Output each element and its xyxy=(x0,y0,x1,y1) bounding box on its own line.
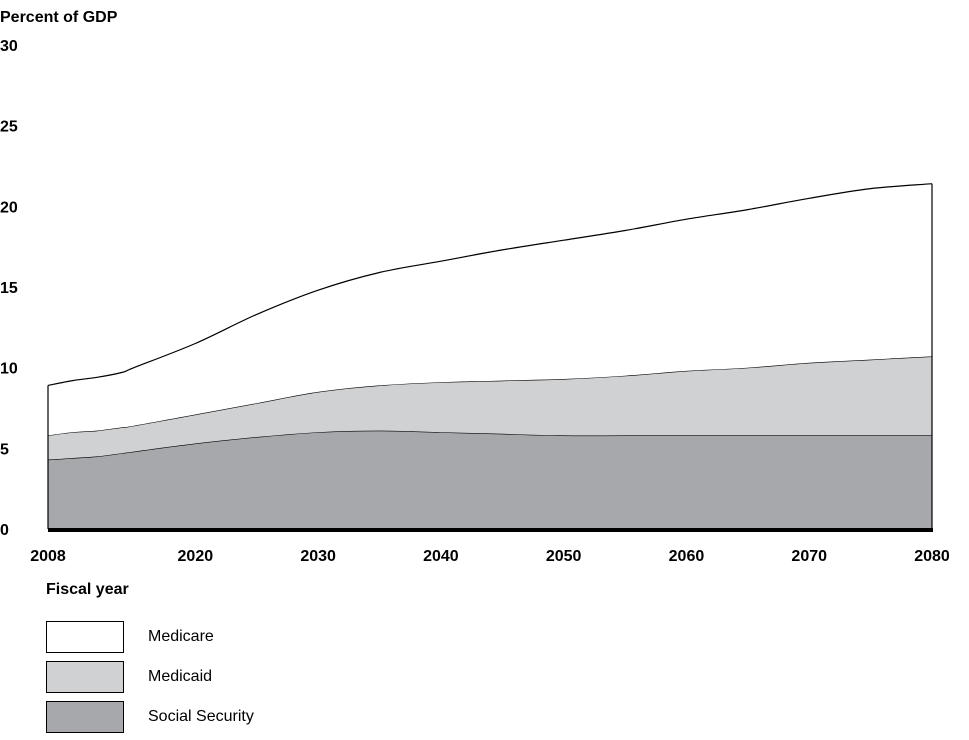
area-medicaid xyxy=(48,356,932,460)
x-tick-label: 2080 xyxy=(914,548,950,565)
x-axis-title: Fiscal year xyxy=(46,581,129,598)
line-medicare xyxy=(47,183,933,386)
y-tick-label: 0 xyxy=(0,522,9,539)
legend-swatch xyxy=(46,661,124,693)
legend-label: Medicare xyxy=(148,628,214,645)
x-axis-line xyxy=(48,528,933,532)
legend-swatch xyxy=(46,621,124,653)
y-tick-labels: 0 5 10 15 20 25 30 xyxy=(0,38,18,539)
legend-item: Social Security xyxy=(46,699,254,735)
area-social-security xyxy=(48,430,932,529)
y-tick-label: 30 xyxy=(0,38,18,55)
y-tick-label: 10 xyxy=(0,361,18,378)
legend-item: Medicare xyxy=(46,619,254,655)
x-tick-label: 2050 xyxy=(546,548,582,565)
legend-item: Medicaid xyxy=(46,659,254,695)
legend-label: Social Security xyxy=(148,708,254,725)
y-axis-title: Percent of GDP xyxy=(0,9,118,26)
x-tick-label: 2020 xyxy=(178,548,214,565)
y-tick-label: 15 xyxy=(0,280,18,297)
x-tick-label: 2060 xyxy=(669,548,705,565)
area-layers xyxy=(47,183,933,532)
y-tick-label: 5 xyxy=(0,441,9,458)
legend-swatch xyxy=(46,701,124,733)
area-medicare xyxy=(48,183,932,436)
legend-label: Medicaid xyxy=(148,668,213,685)
legend: Medicare Medicaid Social Security xyxy=(46,619,254,739)
x-tick-label: 2070 xyxy=(791,548,827,565)
y-tick-label: 20 xyxy=(0,199,18,216)
x-tick-label: 2040 xyxy=(423,548,459,565)
stacked-area-chart: Percent of GDP 0 5 10 15 20 25 30 2008 2020 2030… xyxy=(0,9,950,598)
x-tick-label: 2030 xyxy=(300,548,336,565)
x-tick-label: 2008 xyxy=(30,548,66,565)
y-tick-label: 25 xyxy=(0,119,18,136)
x-tick-labels: 2008 2020 2030 2040 2050 2060 2070 2080 xyxy=(30,548,950,565)
